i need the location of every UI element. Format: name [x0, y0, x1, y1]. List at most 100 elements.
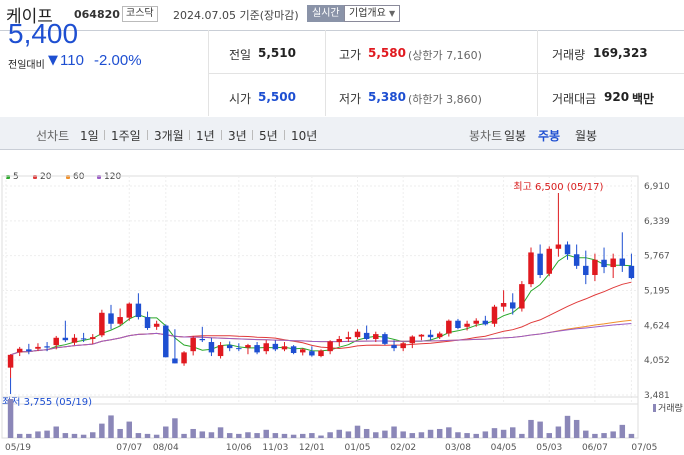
- candle-body: [208, 342, 215, 353]
- candle-body: [473, 320, 479, 324]
- candle-body: [62, 337, 69, 341]
- stock-chart[interactable]: 6,910 6,339 5,767 5,195 4,624 4,052 3,481 최고 6,…: [0, 150, 684, 455]
- candle-button-2[interactable]: 월봉: [575, 129, 598, 143]
- volume-label: 거래량: [552, 48, 586, 62]
- prev-close-value: 5,510: [258, 46, 296, 60]
- volume-bar: [199, 431, 206, 438]
- x-tick-label: 05/03: [536, 443, 562, 453]
- volume-bar: [610, 431, 616, 438]
- realtime-button[interactable]: 실시간: [307, 5, 345, 22]
- candle-body: [144, 317, 151, 329]
- volume-bar: [546, 433, 552, 438]
- period-button-6[interactable]: 10년: [291, 129, 318, 143]
- x-tick-label: 06/07: [582, 443, 608, 453]
- candle-body: [510, 302, 516, 309]
- period-button-2[interactable]: 3개월: [154, 129, 184, 143]
- low-label: 저가: [339, 92, 362, 106]
- candle-body: [153, 323, 160, 327]
- candle-body: [53, 337, 59, 346]
- volume-bar: [226, 433, 233, 438]
- volume-bar: [190, 428, 196, 438]
- candle-body: [90, 337, 96, 339]
- volume-bar: [500, 429, 507, 438]
- volume-swatch: [653, 404, 656, 412]
- candle-body: [345, 337, 352, 339]
- candle-body: [117, 317, 123, 324]
- volume-bar: [153, 434, 160, 438]
- period-separator: [104, 130, 105, 140]
- stock-name: 케이프: [6, 7, 53, 27]
- volume-bar: [436, 428, 443, 438]
- volume-bar: [446, 427, 452, 438]
- volume-bar: [99, 423, 105, 438]
- volume-bar: [528, 419, 534, 438]
- x-tick-label: 05/19: [5, 443, 31, 453]
- x-tick-label: 07/07: [116, 443, 142, 453]
- x-tick-label: 04/05: [491, 443, 517, 453]
- candle-body: [300, 349, 306, 353]
- y-tick-label: 6,910: [644, 182, 670, 192]
- volume-bar: [90, 432, 96, 438]
- candle-body: [601, 259, 607, 268]
- volume-value: 169,323: [593, 46, 648, 60]
- candle-body: [382, 334, 388, 344]
- volume-bar: [327, 432, 333, 438]
- candle-body: [263, 343, 269, 352]
- volume-bar: [117, 428, 123, 438]
- candle-body: [400, 343, 406, 349]
- volume-bar: [592, 433, 598, 438]
- candle-body: [336, 338, 342, 343]
- open-label: 시가: [229, 92, 252, 106]
- volume-bar: [26, 433, 32, 438]
- candle-body: [16, 348, 23, 353]
- period-button-1[interactable]: 1주일: [111, 129, 141, 143]
- x-tick-label: 11/03: [262, 443, 288, 453]
- candle-body: [373, 334, 379, 339]
- volume-bar: [373, 432, 379, 438]
- x-tick-label: 03/08: [445, 443, 471, 453]
- candle-body: [628, 265, 635, 279]
- candle-button-0[interactable]: 일봉: [504, 129, 527, 143]
- period-button-0[interactable]: 1일: [80, 129, 99, 143]
- candle-body: [108, 313, 114, 324]
- candle-body: [44, 346, 50, 348]
- candle-body: [537, 253, 543, 275]
- candle-button-1[interactable]: 주봉: [538, 129, 561, 143]
- volume-bar: [135, 433, 142, 438]
- candle-body: [564, 244, 571, 255]
- candle-body: [236, 348, 242, 350]
- candle-chart-label: 봉차트: [469, 129, 503, 143]
- volume-bar: [290, 434, 297, 438]
- volume-bar: [300, 433, 306, 438]
- candle-body: [327, 341, 333, 352]
- candle-body: [245, 345, 251, 348]
- candle-body: [99, 312, 105, 336]
- trade-value-unit: 백만: [632, 92, 655, 106]
- volume-bar: [254, 433, 260, 438]
- volume-bar: [108, 415, 114, 438]
- period-button-3[interactable]: 1년: [196, 129, 215, 143]
- candle-body: [528, 252, 534, 285]
- company-overview-button[interactable]: 기업개요 ▼: [344, 5, 401, 22]
- candle-body: [309, 351, 315, 356]
- candle-body: [446, 320, 452, 334]
- period-separator: [189, 130, 190, 140]
- period-button-5[interactable]: 5년: [259, 129, 278, 143]
- stats-column-divider: [537, 30, 538, 116]
- volume-bar: [382, 430, 388, 438]
- upper-limit: (상한가 7,160): [408, 49, 482, 62]
- legend-label: 20: [40, 172, 52, 182]
- ma-120-line: [10, 323, 632, 356]
- candle-body: [500, 303, 507, 307]
- volume-bar: [555, 426, 562, 438]
- volume-bar: [619, 424, 626, 438]
- volume-bar: [391, 426, 397, 438]
- candle-body: [226, 345, 233, 349]
- current-price: 5,400: [8, 18, 79, 49]
- period-button-4[interactable]: 3년: [228, 129, 247, 143]
- period-separator: [221, 130, 222, 140]
- volume-bar: [601, 433, 607, 438]
- candle-body: [546, 248, 552, 274]
- volume-bar: [564, 415, 571, 438]
- period-selector-bar: [0, 117, 684, 150]
